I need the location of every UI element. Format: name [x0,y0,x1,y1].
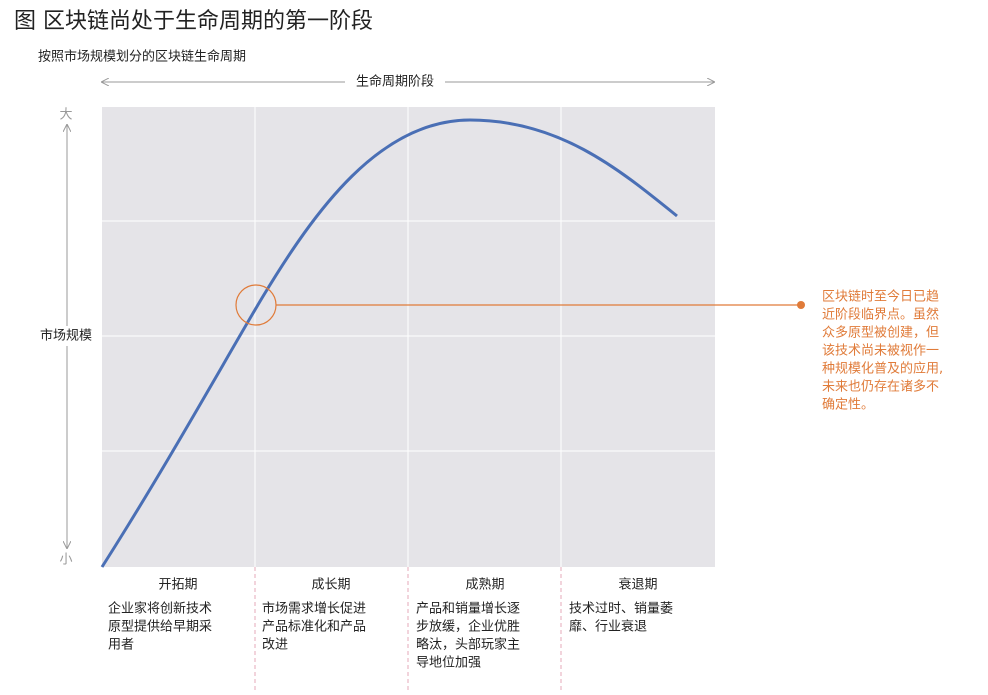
y-low: 小 [59,553,72,568]
phase-desc: 企业家将创新技术 [108,601,212,617]
phase-desc: 靡、行业衰退 [569,619,647,635]
phase-desc: 改进 [262,638,288,653]
phase-name: 成熟期 [465,577,504,593]
annotation-line: 未来也仍存在诸多不 [822,379,939,395]
phase-desc: 产品标准化和产品 [262,620,366,635]
annotation-line: 区块链时至今日已趋 [822,289,939,305]
annotation-line: 确定性。 [822,398,874,413]
y-label: 市场规模 [40,328,92,344]
phase-desc: 用者 [108,638,134,653]
phase-desc: 略汰，头部玩家主 [416,637,520,653]
callout-dot [797,301,805,309]
y-high: 大 [59,108,72,123]
label-bg [345,72,445,92]
x-label: 生命周期阶段 [356,74,434,90]
phase-desc: 原型提供给早期采 [108,619,212,635]
annotation-line: 众多原型被创建，但 [822,325,939,341]
lifecycle-curve [100,118,678,568]
annotation-line: 种规模化普及的应用, [822,361,943,377]
phase-desc: 产品和销量增长逐 [416,602,520,617]
label-bg [32,326,100,346]
phase-name: 成长期 [311,578,350,593]
phase-desc: 导地位加强 [416,656,481,671]
grid [102,107,715,567]
annotation-line: 近阶段临界点。虽然 [822,307,939,323]
annotation: 区块链时至今日已趋近阶段临界点。虽然众多原型被创建，但该技术尚未被视作一种规模化… [822,289,943,413]
annotation-line: 该技术尚未被视作一 [822,344,939,359]
title: 图 区块链尚处于生命周期的第一阶段 [14,9,373,34]
phase-desc: 步放缓，企业优胜 [416,619,520,635]
phase-name: 开拓期 [158,578,197,593]
phase-name: 衰退期 [618,577,657,593]
subtitle: 按照市场规模划分的区块链生命周期 [38,49,246,65]
phase-desc: 技术过时、销量萎 [569,602,673,617]
phase-desc: 市场需求增长促进 [262,601,366,617]
